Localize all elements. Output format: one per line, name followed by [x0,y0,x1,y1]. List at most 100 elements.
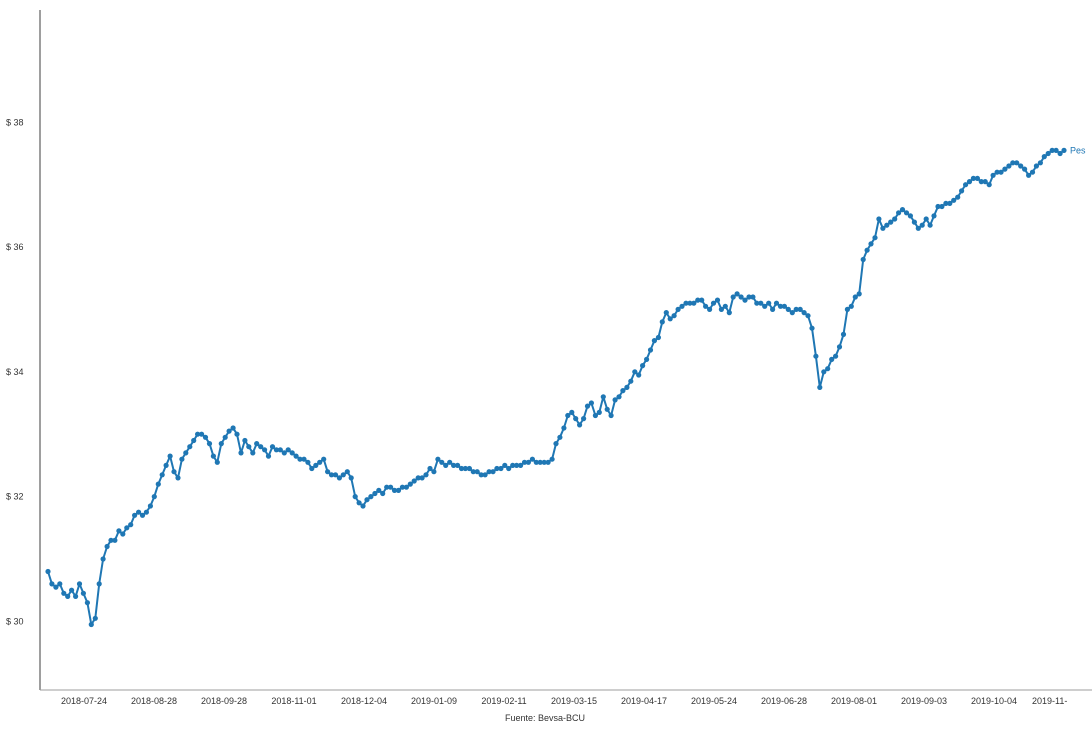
data-point[interactable] [1061,147,1067,153]
data-point[interactable] [746,294,752,300]
data-point[interactable] [376,487,382,493]
data-point[interactable] [191,437,197,444]
data-point[interactable] [671,313,677,319]
data-point[interactable] [880,225,886,231]
data-point[interactable] [364,497,370,503]
data-point[interactable] [96,581,102,587]
data-point[interactable] [175,475,181,481]
data-point[interactable] [541,459,547,465]
data-point[interactable] [466,465,472,472]
data-point[interactable] [84,600,90,606]
data-point[interactable] [155,481,161,487]
data-point[interactable] [238,450,244,456]
data-point[interactable] [978,179,984,185]
data-point[interactable] [966,179,973,185]
data-point[interactable] [896,210,902,216]
data-point[interactable] [502,462,508,468]
data-point[interactable] [120,531,126,537]
data-point[interactable] [758,300,764,306]
data-point[interactable] [990,172,996,178]
data-point[interactable] [537,459,543,465]
data-point[interactable] [600,394,606,400]
data-point[interactable] [738,294,744,300]
data-point[interactable] [569,409,575,415]
data-point[interactable] [419,475,425,481]
data-point[interactable] [647,347,654,353]
data-point[interactable] [285,447,291,453]
data-point[interactable] [325,469,331,475]
data-point[interactable] [931,213,937,219]
data-point[interactable] [53,584,59,590]
data-point[interactable] [199,431,205,437]
data-point[interactable] [490,469,496,475]
data-point[interactable] [573,416,579,422]
data-point[interactable] [328,472,335,478]
data-point[interactable] [222,434,228,440]
data-point[interactable] [518,462,524,468]
data-point[interactable] [443,462,449,468]
data-point[interactable] [258,444,264,450]
data-point[interactable] [1002,166,1008,172]
data-point[interactable] [57,581,63,587]
data-point[interactable] [888,219,894,225]
data-point[interactable] [49,581,55,587]
data-point[interactable] [407,481,413,487]
data-point[interactable] [644,356,650,362]
data-point[interactable] [663,310,669,316]
data-point[interactable] [510,462,516,468]
data-point[interactable] [309,465,315,472]
data-point[interactable] [561,425,567,431]
data-point[interactable] [844,306,851,312]
data-point[interactable] [998,169,1004,175]
data-point[interactable] [899,207,906,213]
data-point[interactable] [632,369,638,375]
data-point[interactable] [943,200,949,206]
data-point[interactable] [529,456,536,462]
data-point[interactable] [797,306,803,312]
data-point[interactable] [699,297,705,303]
data-point[interactable] [132,512,138,518]
data-point[interactable] [588,400,595,406]
data-point[interactable] [403,484,409,490]
data-point[interactable] [970,175,977,181]
data-point[interactable] [545,459,551,465]
data-point[interactable] [128,522,134,528]
data-point[interactable] [124,525,130,531]
data-point[interactable] [766,300,772,306]
data-point[interactable] [380,490,386,497]
data-point[interactable] [1057,150,1063,157]
data-point[interactable] [293,453,299,459]
data-point[interactable] [730,294,736,300]
data-point[interactable] [707,306,713,312]
data-point[interactable] [195,431,201,437]
data-point[interactable] [88,621,94,628]
data-point[interactable] [911,219,918,225]
data-point[interactable] [262,447,268,453]
data-point[interactable] [458,465,465,472]
data-point[interactable] [439,459,445,465]
data-point[interactable] [69,587,75,593]
data-point[interactable] [356,500,362,506]
data-point[interactable] [817,384,823,390]
data-point[interactable] [710,300,717,306]
data-point[interactable] [254,441,260,447]
data-point[interactable] [955,194,961,200]
data-point[interactable] [659,319,665,325]
data-point[interactable] [214,459,220,465]
data-point[interactable] [982,179,988,185]
data-point[interactable] [683,300,689,306]
data-point[interactable] [187,444,193,450]
data-point[interactable] [856,291,862,297]
data-point[interactable] [687,300,693,306]
data-point[interactable] [986,182,992,188]
data-point[interactable] [1029,169,1036,175]
data-point[interactable] [45,568,51,575]
data-point[interactable] [210,453,216,459]
data-point[interactable] [947,200,953,206]
data-point[interactable] [494,465,500,472]
data-point[interactable] [108,537,114,543]
data-point[interactable] [332,472,339,478]
data-point[interactable] [892,216,898,222]
data-point[interactable] [151,494,157,500]
data-point[interactable] [679,303,685,309]
